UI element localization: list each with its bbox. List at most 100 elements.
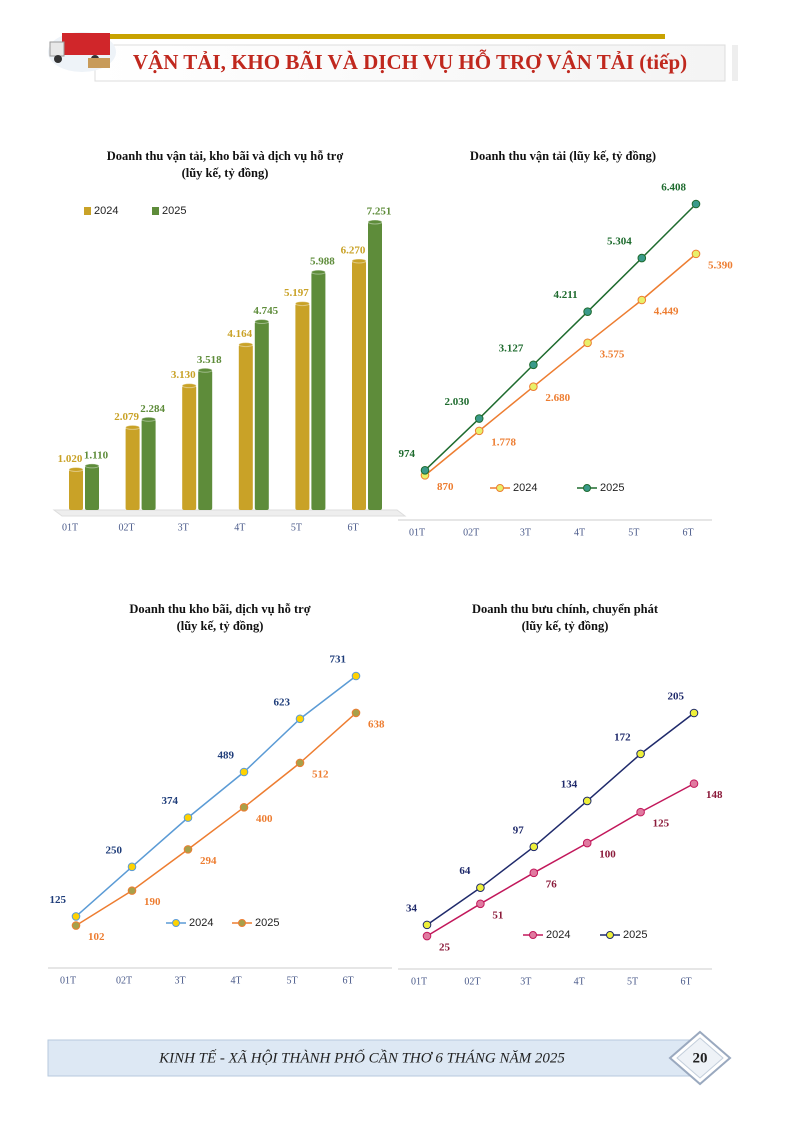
marker: [476, 883, 485, 893]
marker: [476, 899, 485, 909]
bar: [295, 303, 310, 510]
marker: [422, 931, 432, 941]
value-label: 25: [439, 942, 451, 954]
value-label: 638: [368, 718, 385, 730]
value-label: 6.408: [661, 182, 686, 194]
bar-cap: [84, 463, 100, 469]
value-label: 3.127: [499, 342, 524, 354]
marker: [474, 414, 484, 423]
x-tick-label: 3T: [174, 975, 185, 986]
footer-text: KINH TẾ - XÃ HỘI THÀNH PHỐ CẦN THƠ 6 THÁ…: [158, 1048, 565, 1066]
marker: [295, 714, 305, 724]
line: [75, 712, 357, 927]
x-tick-label: 3T: [178, 522, 189, 533]
legend-label: 2025: [600, 482, 624, 494]
legend-label: 2024: [546, 929, 570, 941]
x-tick-label: 4T: [234, 522, 245, 533]
legend-marker: [529, 931, 537, 939]
value-label: 2.030: [444, 396, 469, 408]
marker: [295, 758, 305, 768]
marker: [422, 920, 432, 930]
value-label: 5.197: [284, 287, 309, 299]
legend-label: 2024: [513, 482, 537, 494]
marker: [637, 295, 647, 305]
marker: [583, 307, 592, 316]
value-label: 731: [330, 654, 347, 666]
value-label: 125: [653, 818, 670, 830]
page-badge-inner: [676, 1037, 724, 1079]
marker: [239, 803, 249, 812]
marker: [71, 912, 81, 921]
value-label: 3.130: [171, 369, 196, 381]
header-edge: [732, 45, 738, 81]
bar: [85, 465, 99, 510]
value-label: 489: [218, 750, 235, 762]
marker: [582, 838, 592, 848]
x-tick-label: 3T: [520, 976, 531, 987]
marker: [183, 845, 193, 854]
value-label: 250: [106, 844, 123, 856]
x-tick-label: 5T: [628, 527, 639, 538]
x-tick-label: 02T: [463, 527, 479, 538]
marker: [127, 862, 137, 872]
x-tick-label: 02T: [464, 976, 480, 987]
header-box: [94, 44, 726, 82]
chart-subtitle: (lũy kế, tỷ đồng): [182, 166, 269, 180]
bar: [352, 260, 366, 510]
value-label: 1.110: [84, 449, 109, 461]
value-label: 6.270: [341, 244, 366, 256]
legend-label: 2024: [94, 205, 118, 217]
value-label: 5.390: [708, 259, 733, 271]
line: [426, 712, 695, 926]
bar: [311, 272, 326, 510]
value-label: 5.304: [607, 236, 632, 248]
marker: [636, 807, 645, 817]
page-number: 20: [693, 1050, 708, 1066]
legend-label: 2024: [189, 917, 213, 929]
bar-cap: [141, 416, 157, 422]
bar: [238, 344, 253, 510]
bar-cap: [181, 383, 197, 389]
bar-cap: [294, 301, 310, 307]
value-label: 125: [50, 894, 67, 906]
value-label: 148: [706, 789, 723, 801]
chart-subtitle: (lũy kế, tỷ đồng): [522, 619, 609, 633]
value-label: 2.079: [114, 411, 139, 423]
x-tick-label: 01T: [409, 527, 425, 538]
marker: [529, 382, 538, 391]
bar-cap: [367, 219, 383, 225]
x-tick-label: 6T: [680, 976, 691, 987]
value-label: 4.449: [654, 306, 679, 318]
line: [424, 253, 697, 476]
value-label: 76: [546, 878, 558, 890]
marker: [127, 886, 137, 895]
x-tick-label: 01T: [60, 975, 76, 986]
bar-cap: [197, 367, 213, 373]
chart-title: Doanh thu bưu chính, chuyển phát: [472, 602, 659, 616]
header-title: VẬN TẢI, KHO BÃI VÀ DỊCH VỤ HỖ TRỢ VẬN T…: [133, 49, 687, 74]
marker: [351, 671, 361, 681]
marker: [636, 749, 645, 759]
x-tick-label: 4T: [230, 975, 241, 986]
marker: [691, 199, 701, 209]
value-label: 100: [599, 849, 616, 861]
legend-marker: [606, 931, 614, 939]
value-label: 190: [144, 896, 161, 908]
x-tick-label: 01T: [62, 522, 78, 533]
bar: [368, 222, 382, 510]
value-label: 134: [561, 779, 578, 791]
marker: [529, 868, 539, 878]
marker: [583, 338, 592, 348]
value-label: 4.211: [553, 289, 577, 301]
x-tick-label: 01T: [411, 976, 427, 987]
value-label: 623: [274, 696, 291, 708]
value-label: 205: [668, 691, 685, 703]
chart-subtitle: (lũy kế, tỷ đồng): [177, 619, 264, 633]
value-label: 5.988: [310, 256, 335, 268]
x-tick-label: 4T: [574, 527, 585, 538]
value-label: 1.778: [491, 436, 516, 448]
value-label: 4.164: [227, 328, 252, 340]
marker: [239, 767, 249, 777]
legend-marker: [238, 919, 246, 927]
